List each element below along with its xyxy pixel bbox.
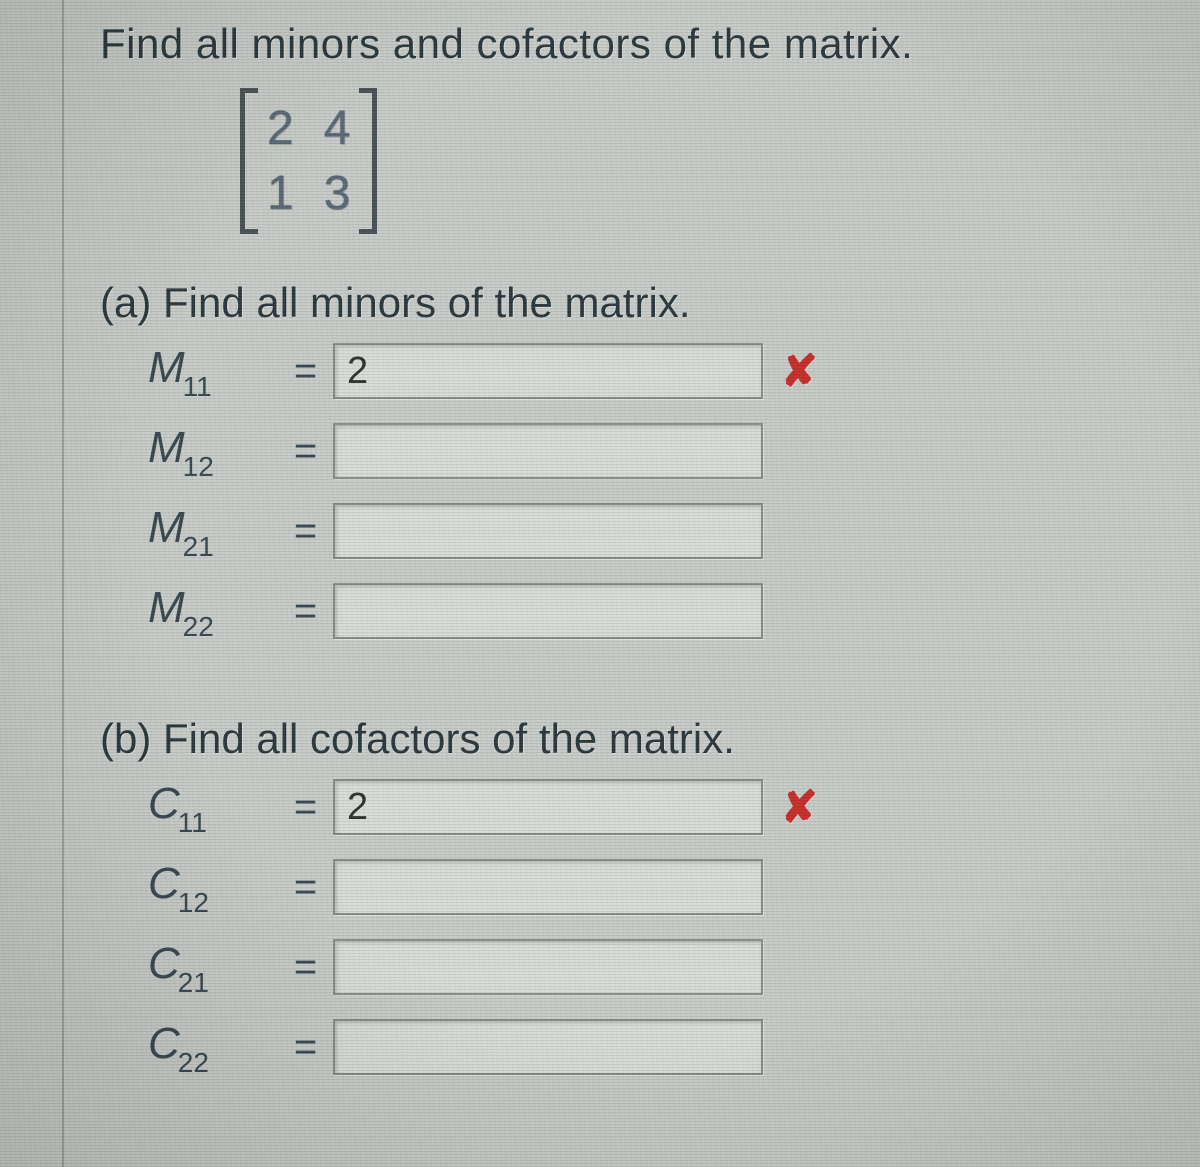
- equals-sign: =: [278, 429, 333, 474]
- question-content: Find all minors and cofactors of the mat…: [100, 20, 1170, 1093]
- answer-input-m21[interactable]: [333, 503, 763, 559]
- answer-input-c12[interactable]: [333, 859, 763, 915]
- var-label: C21: [148, 939, 278, 995]
- matrix-display: 2 4 1 3: [240, 93, 377, 229]
- matrix-cell-11: 3: [324, 166, 351, 221]
- section-b-label: (b) Find all cofactors of the matrix.: [100, 715, 1170, 763]
- answer-row: M21 =: [148, 497, 1170, 565]
- equals-sign: =: [278, 589, 333, 634]
- equals-sign: =: [278, 785, 333, 830]
- answer-row: M11 = ✘: [148, 337, 1170, 405]
- answer-row: M22 =: [148, 577, 1170, 645]
- var-label: M21: [148, 503, 278, 559]
- section-a-label: (a) Find all minors of the matrix.: [100, 279, 1170, 327]
- equals-sign: =: [278, 945, 333, 990]
- equals-sign: =: [278, 349, 333, 394]
- matrix-cell-00: 2: [267, 101, 294, 156]
- answer-row: C22 =: [148, 1013, 1170, 1081]
- question-title: Find all minors and cofactors of the mat…: [100, 20, 1170, 68]
- matrix-cell-01: 4: [324, 101, 351, 156]
- answer-row: M12 =: [148, 417, 1170, 485]
- answer-input-m22[interactable]: [333, 583, 763, 639]
- var-label: C22: [148, 1019, 278, 1075]
- answer-input-m11[interactable]: [333, 343, 763, 399]
- section-a-rows: M11 = ✘ M12 = M21 = M22 =: [148, 337, 1170, 645]
- answer-row: C12 =: [148, 853, 1170, 921]
- answer-input-c11[interactable]: [333, 779, 763, 835]
- var-label: M22: [148, 583, 278, 639]
- var-label: M11: [148, 343, 278, 399]
- equals-sign: =: [278, 865, 333, 910]
- var-label: C11: [148, 779, 278, 835]
- section-b-rows: C11 = ✘ C12 = C21 = C22 =: [148, 773, 1170, 1081]
- equals-sign: =: [278, 509, 333, 554]
- answer-input-m12[interactable]: [333, 423, 763, 479]
- answer-input-c22[interactable]: [333, 1019, 763, 1075]
- answer-input-c21[interactable]: [333, 939, 763, 995]
- left-margin-rule: [62, 0, 64, 1167]
- wrong-icon: ✘: [781, 782, 818, 833]
- answer-row: C11 = ✘: [148, 773, 1170, 841]
- wrong-icon: ✘: [781, 346, 818, 397]
- equals-sign: =: [278, 1025, 333, 1070]
- var-label: C12: [148, 859, 278, 915]
- answer-row: C21 =: [148, 933, 1170, 1001]
- var-label: M12: [148, 423, 278, 479]
- matrix-cell-10: 1: [267, 166, 294, 221]
